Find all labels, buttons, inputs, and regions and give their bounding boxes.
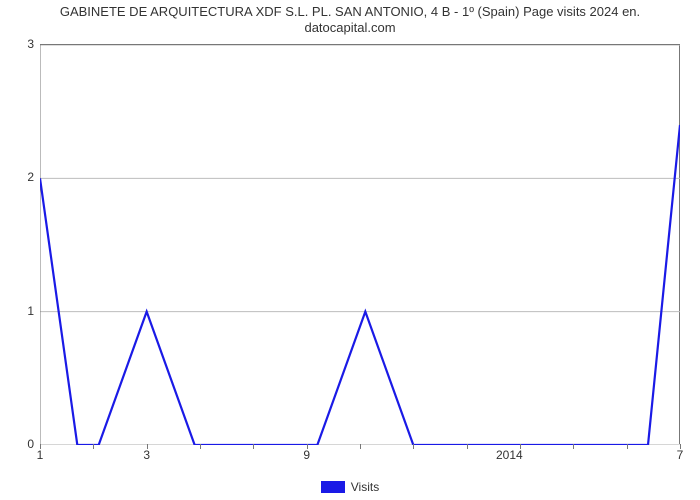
x-tick-label: 2014: [496, 448, 523, 462]
x-tick-mark: [200, 444, 201, 449]
x-tick-mark: [680, 444, 681, 449]
x-tick-mark: [467, 444, 468, 449]
y-tick-label: 3: [27, 37, 34, 51]
chart-title-line2: datocapital.com: [304, 20, 395, 35]
chart-title-line1: GABINETE DE ARQUITECTURA XDF S.L. PL. SA…: [60, 4, 640, 19]
plot-area: [40, 44, 680, 444]
plot-svg: [40, 45, 680, 445]
legend: Visits: [0, 479, 700, 494]
y-tick-label: 2: [27, 170, 34, 184]
x-tick-mark: [40, 444, 41, 449]
x-tick-label: 7: [677, 448, 684, 462]
y-tick-label: 1: [27, 304, 34, 318]
series-line: [40, 125, 680, 445]
chart-container: GABINETE DE ARQUITECTURA XDF S.L. PL. SA…: [0, 0, 700, 500]
legend-label: Visits: [351, 480, 379, 494]
chart-title: GABINETE DE ARQUITECTURA XDF S.L. PL. SA…: [0, 4, 700, 37]
x-tick-mark: [93, 444, 94, 449]
y-tick-label: 0: [27, 437, 34, 451]
x-tick-mark: [360, 444, 361, 449]
legend-swatch: [321, 481, 345, 493]
x-tick-label: 1: [37, 448, 44, 462]
x-tick-mark: [573, 444, 574, 449]
x-tick-mark: [307, 444, 308, 449]
x-tick-label: 9: [303, 448, 310, 462]
x-tick-mark: [253, 444, 254, 449]
x-tick-mark: [147, 444, 148, 449]
x-tick-mark: [413, 444, 414, 449]
x-tick-mark: [520, 444, 521, 449]
x-tick-mark: [627, 444, 628, 449]
x-tick-label: 3: [143, 448, 150, 462]
